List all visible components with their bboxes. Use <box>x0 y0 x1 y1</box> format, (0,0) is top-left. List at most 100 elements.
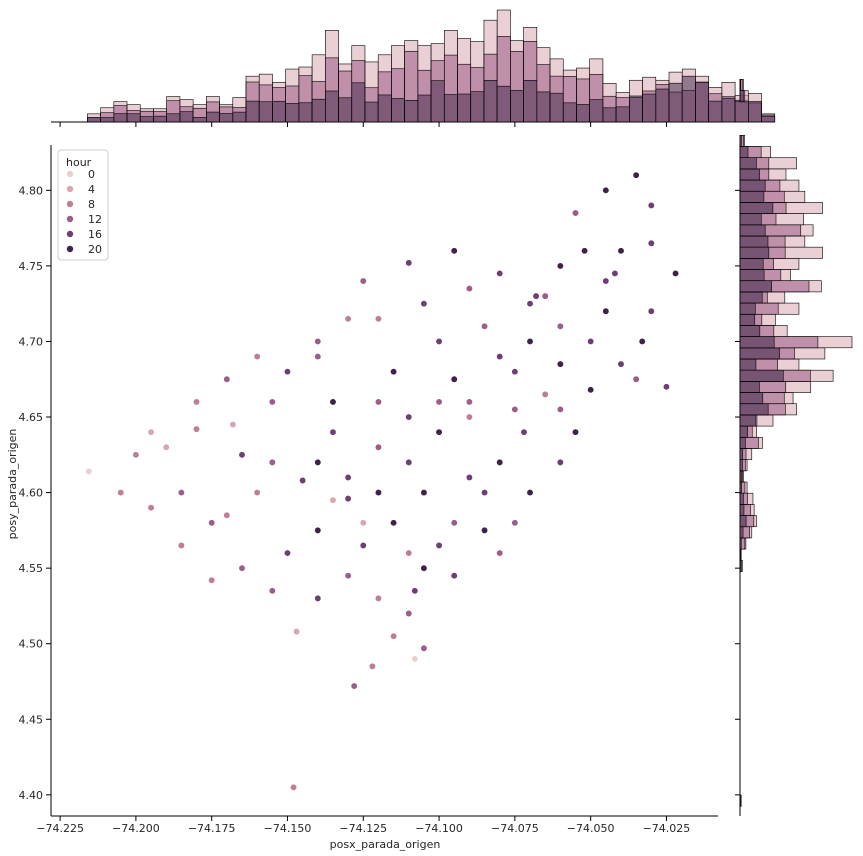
scatter-point <box>556 405 564 414</box>
top-histogram-bar <box>417 94 432 123</box>
legend-entry-label: 8 <box>88 198 95 211</box>
top-histogram-bar <box>536 91 551 123</box>
right-histogram-bar <box>739 190 765 203</box>
scatter-point <box>435 541 443 550</box>
scatter-point <box>350 682 358 690</box>
scatter-point <box>177 541 186 550</box>
legend-marker <box>66 230 74 238</box>
scatter-point <box>587 337 595 346</box>
scatter-point <box>192 398 201 406</box>
top-histogram-bar <box>126 113 141 123</box>
scatter-point <box>556 360 564 368</box>
x-tick-label: −74.175 <box>188 822 236 835</box>
scatter-point <box>132 451 140 459</box>
right-histogram-bar <box>739 135 742 147</box>
scatter-point <box>638 337 646 346</box>
scatter-point <box>374 398 383 406</box>
scatter-point <box>314 526 322 535</box>
top-histogram-bar <box>258 101 273 123</box>
scatter-point <box>314 458 322 467</box>
top-histogram-bar <box>483 80 498 123</box>
scatter-point <box>556 458 564 467</box>
right-histogram-bar <box>739 302 756 315</box>
top-histogram-bar <box>562 102 577 123</box>
top-histogram-bar <box>232 111 247 123</box>
y-tick-label: 4.50 <box>19 638 44 651</box>
scatter-point <box>389 519 398 527</box>
scatter-point <box>268 458 276 467</box>
right-histogram-bar <box>739 369 784 382</box>
scatter-point <box>329 496 337 504</box>
scatter-point <box>602 277 610 285</box>
scatter-point <box>374 443 383 451</box>
scatter-point <box>647 201 655 210</box>
top-histogram-bar <box>338 97 353 123</box>
top-histogram-bar <box>523 79 538 123</box>
legend: hour 0 4 8 12 16 20 <box>57 149 109 261</box>
scatter-point <box>238 451 246 459</box>
right-histogram-bar <box>739 79 742 91</box>
scatter-point <box>329 398 337 406</box>
right-histogram-bar <box>739 515 747 528</box>
scatter-point <box>268 587 276 595</box>
scatter-point <box>405 413 413 421</box>
y-tick-label: 4.55 <box>19 562 44 575</box>
top-histogram-bar <box>748 102 762 123</box>
top-histogram-bar <box>496 85 511 123</box>
scatter-point <box>617 360 625 368</box>
right-histogram-bar <box>739 269 765 282</box>
top-histogram-bar <box>443 94 458 123</box>
scatter-point <box>344 494 352 503</box>
scatter-point <box>511 519 519 527</box>
scatter-point <box>374 315 383 323</box>
scatter-point <box>374 488 383 497</box>
top-histogram-bar <box>510 90 524 123</box>
scatter-point <box>435 337 443 346</box>
scatter-point <box>450 572 458 580</box>
scatter-points <box>85 171 680 791</box>
scatter-point <box>450 247 458 255</box>
scatter-point <box>368 662 377 671</box>
right-histogram-bar <box>739 313 756 326</box>
right-histogram-bar <box>739 90 744 103</box>
scatter-point <box>465 398 474 406</box>
top-histogram-bar <box>285 103 300 123</box>
top-histogram-bar <box>100 117 115 123</box>
y-tick-label: 4.45 <box>19 713 44 726</box>
top-histogram-bar <box>245 100 260 123</box>
right-histogram-bar <box>739 358 757 371</box>
scatter-point <box>223 511 231 519</box>
scatter-point <box>465 473 474 482</box>
scatter-point <box>329 428 337 436</box>
scatter-point <box>450 519 458 527</box>
main-axes: −74.225 −74.200 −74.175 −74.150 −74.125 −74.1… <box>19 122 740 835</box>
scatter-point <box>480 322 489 331</box>
scatter-point <box>587 386 595 394</box>
scatter-point <box>556 262 564 270</box>
scatter-point <box>344 473 352 482</box>
y-tick-label: 4.70 <box>19 335 44 348</box>
top-histogram-bar <box>153 115 167 123</box>
x-tick-label: −74.225 <box>36 822 84 835</box>
scatter-point <box>602 307 610 315</box>
top-histogram-bar <box>166 113 181 123</box>
scatter-point <box>405 549 413 557</box>
top-histogram-bar <box>430 80 445 123</box>
top-histogram-bar <box>761 115 776 123</box>
top-histogram-bar <box>655 88 670 123</box>
right-histogram-bar <box>739 213 762 226</box>
scatter-point <box>611 269 619 278</box>
right-histogram-bar <box>739 280 773 293</box>
right-histogram-bar <box>739 146 749 158</box>
right-histogram-bar <box>739 325 761 337</box>
scatter-point <box>526 300 534 308</box>
right-histogram-bar <box>739 392 764 405</box>
top-histogram-bar <box>87 117 101 123</box>
legend-marker <box>66 200 74 208</box>
right-histogram-bar <box>739 526 744 539</box>
right-histogram-bar <box>739 481 742 494</box>
scatter-point <box>496 458 504 467</box>
scatter-point <box>223 375 231 383</box>
scatter-point <box>511 368 519 376</box>
